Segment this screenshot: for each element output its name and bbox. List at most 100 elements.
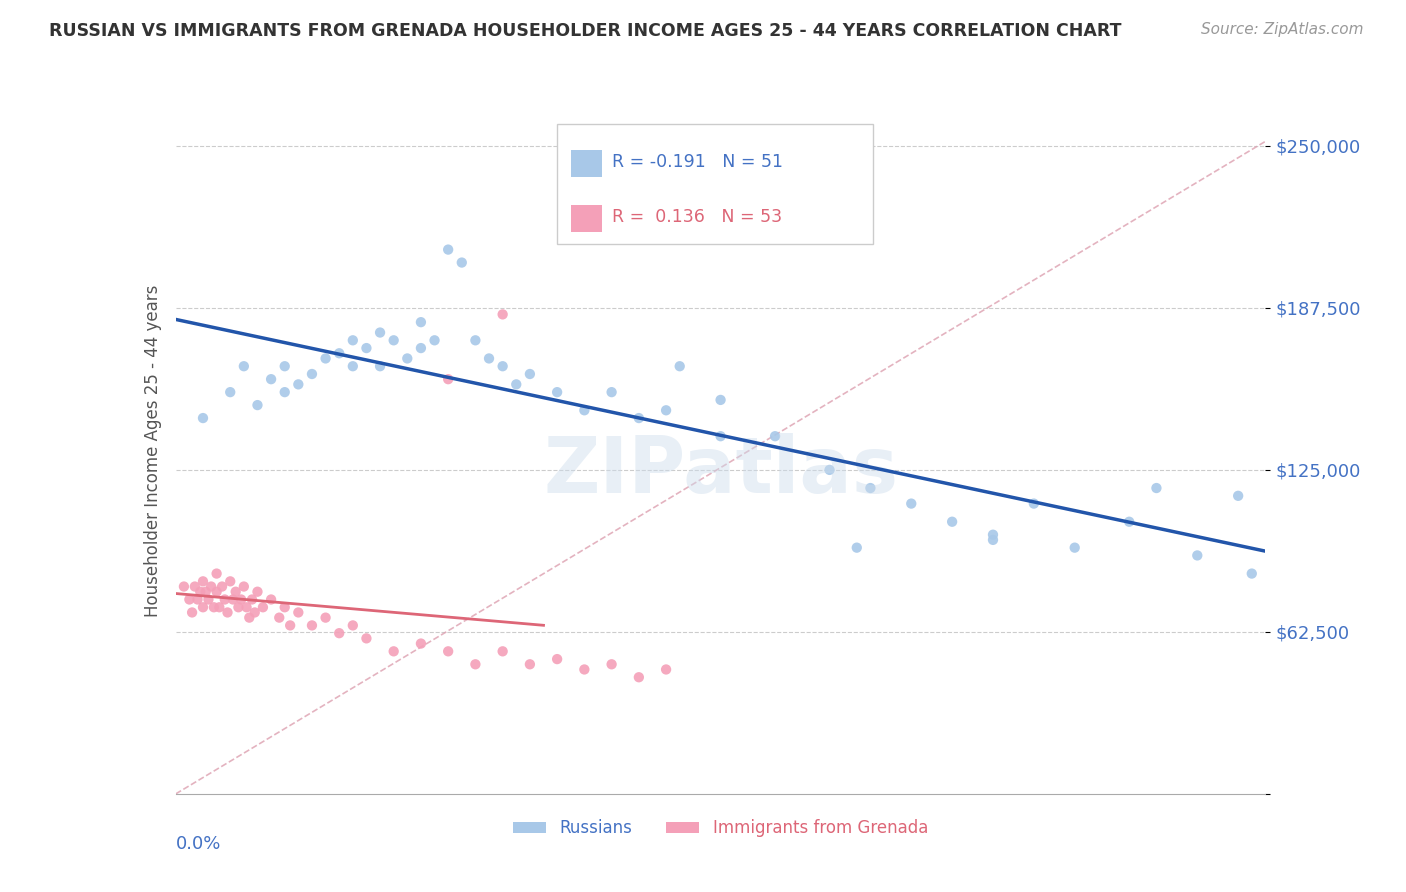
- Point: [356, 341, 378, 355]
- Point: [627, 670, 650, 684]
- Point: [1118, 515, 1140, 529]
- Point: [492, 359, 515, 374]
- Y-axis label: Householder Income Ages 25 - 44 years: Householder Income Ages 25 - 44 years: [143, 285, 162, 616]
- Point: [274, 385, 297, 400]
- Point: [409, 315, 432, 329]
- Point: [464, 657, 486, 672]
- Point: [437, 372, 460, 386]
- Point: [368, 359, 391, 374]
- Point: [1227, 489, 1250, 503]
- Point: [409, 341, 432, 355]
- Point: [194, 584, 217, 599]
- Point: [179, 592, 201, 607]
- Point: [274, 359, 297, 374]
- Text: R = -0.191   N = 51: R = -0.191 N = 51: [612, 153, 783, 171]
- Point: [246, 398, 269, 412]
- Point: [546, 385, 568, 400]
- Point: [219, 574, 242, 589]
- Point: [710, 392, 733, 407]
- Point: [627, 411, 650, 425]
- Point: [941, 515, 963, 529]
- Point: [1187, 549, 1209, 563]
- Point: [186, 592, 209, 607]
- Point: [315, 351, 337, 366]
- Point: [710, 429, 733, 443]
- Point: [1144, 481, 1167, 495]
- Point: [505, 377, 527, 392]
- Point: [231, 592, 253, 607]
- Point: [191, 600, 214, 615]
- Legend: Russians, Immigrants from Grenada: Russians, Immigrants from Grenada: [506, 813, 935, 844]
- Point: [184, 580, 207, 594]
- Point: [492, 644, 515, 658]
- Point: [240, 592, 263, 607]
- Point: [278, 618, 301, 632]
- Text: ZIPatlas: ZIPatlas: [543, 433, 898, 509]
- Point: [191, 574, 214, 589]
- Point: [519, 657, 541, 672]
- Point: [382, 334, 405, 348]
- Point: [600, 385, 623, 400]
- Point: [328, 346, 350, 360]
- Point: [763, 429, 786, 443]
- Point: [409, 636, 432, 650]
- Point: [356, 632, 378, 646]
- Point: [205, 566, 228, 581]
- Point: [301, 367, 323, 381]
- Point: [1063, 541, 1085, 555]
- Point: [845, 541, 868, 555]
- Point: [519, 367, 541, 381]
- Point: [859, 481, 882, 495]
- Point: [328, 626, 350, 640]
- Text: 0.0%: 0.0%: [176, 835, 221, 853]
- Point: [228, 600, 250, 615]
- Point: [546, 652, 568, 666]
- Point: [173, 580, 195, 594]
- Point: [368, 326, 391, 340]
- Point: [574, 663, 596, 677]
- Point: [197, 592, 219, 607]
- Point: [668, 359, 690, 374]
- Point: [437, 243, 460, 257]
- FancyBboxPatch shape: [571, 150, 602, 178]
- Text: R =  0.136   N = 53: R = 0.136 N = 53: [612, 208, 782, 226]
- Point: [225, 584, 247, 599]
- Point: [202, 600, 225, 615]
- Point: [217, 606, 239, 620]
- Text: RUSSIAN VS IMMIGRANTS FROM GRENADA HOUSEHOLDER INCOME AGES 25 - 44 YEARS CORRELA: RUSSIAN VS IMMIGRANTS FROM GRENADA HOUSE…: [49, 22, 1122, 40]
- Point: [382, 644, 405, 658]
- Point: [600, 657, 623, 672]
- Point: [301, 618, 323, 632]
- Point: [200, 580, 222, 594]
- Point: [342, 618, 364, 632]
- Point: [492, 307, 515, 321]
- Point: [222, 592, 245, 607]
- Point: [208, 600, 231, 615]
- FancyBboxPatch shape: [557, 124, 873, 244]
- Point: [342, 359, 364, 374]
- Point: [478, 351, 501, 366]
- Point: [238, 610, 260, 624]
- Point: [342, 334, 364, 348]
- Point: [287, 606, 309, 620]
- Point: [315, 610, 337, 624]
- Point: [181, 606, 204, 620]
- Point: [219, 385, 242, 400]
- Point: [437, 644, 460, 658]
- Point: [1240, 566, 1263, 581]
- Point: [214, 592, 236, 607]
- Point: [423, 334, 446, 348]
- Point: [464, 334, 486, 348]
- Point: [269, 610, 291, 624]
- Point: [246, 584, 269, 599]
- Point: [655, 403, 678, 417]
- Point: [243, 606, 266, 620]
- Point: [574, 403, 596, 417]
- Point: [232, 359, 254, 374]
- Point: [260, 372, 283, 386]
- Point: [260, 592, 283, 607]
- Point: [818, 463, 841, 477]
- Text: Source: ZipAtlas.com: Source: ZipAtlas.com: [1201, 22, 1364, 37]
- Point: [981, 527, 1004, 541]
- Point: [205, 584, 228, 599]
